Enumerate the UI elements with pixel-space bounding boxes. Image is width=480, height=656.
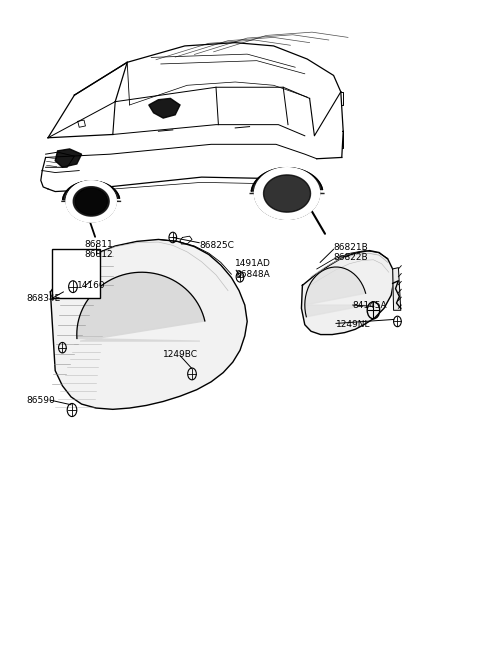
Text: 84145A: 84145A bbox=[353, 300, 387, 310]
Text: 1249BC: 1249BC bbox=[163, 350, 197, 359]
Text: 86825C: 86825C bbox=[199, 241, 234, 251]
Text: 14160: 14160 bbox=[77, 281, 106, 290]
Polygon shape bbox=[264, 175, 311, 212]
Polygon shape bbox=[301, 251, 394, 335]
Text: 1249NL: 1249NL bbox=[336, 320, 371, 329]
Text: 86590: 86590 bbox=[26, 396, 55, 405]
Polygon shape bbox=[73, 187, 109, 216]
Polygon shape bbox=[149, 98, 180, 118]
Polygon shape bbox=[66, 181, 116, 222]
Polygon shape bbox=[55, 149, 82, 167]
Polygon shape bbox=[75, 188, 108, 215]
Polygon shape bbox=[66, 181, 116, 222]
Text: 86811
86812: 86811 86812 bbox=[84, 239, 113, 259]
Text: 86834E: 86834E bbox=[26, 294, 60, 303]
Polygon shape bbox=[305, 267, 367, 317]
Text: 1491AD
86848A: 1491AD 86848A bbox=[235, 259, 271, 279]
Polygon shape bbox=[393, 268, 401, 310]
Polygon shape bbox=[61, 181, 121, 201]
Polygon shape bbox=[77, 272, 205, 341]
Polygon shape bbox=[50, 239, 247, 409]
Polygon shape bbox=[66, 181, 116, 222]
Polygon shape bbox=[250, 168, 324, 194]
Bar bbox=[52, 249, 100, 298]
Polygon shape bbox=[254, 168, 320, 219]
Text: 86821B
86822B: 86821B 86822B bbox=[334, 243, 368, 262]
